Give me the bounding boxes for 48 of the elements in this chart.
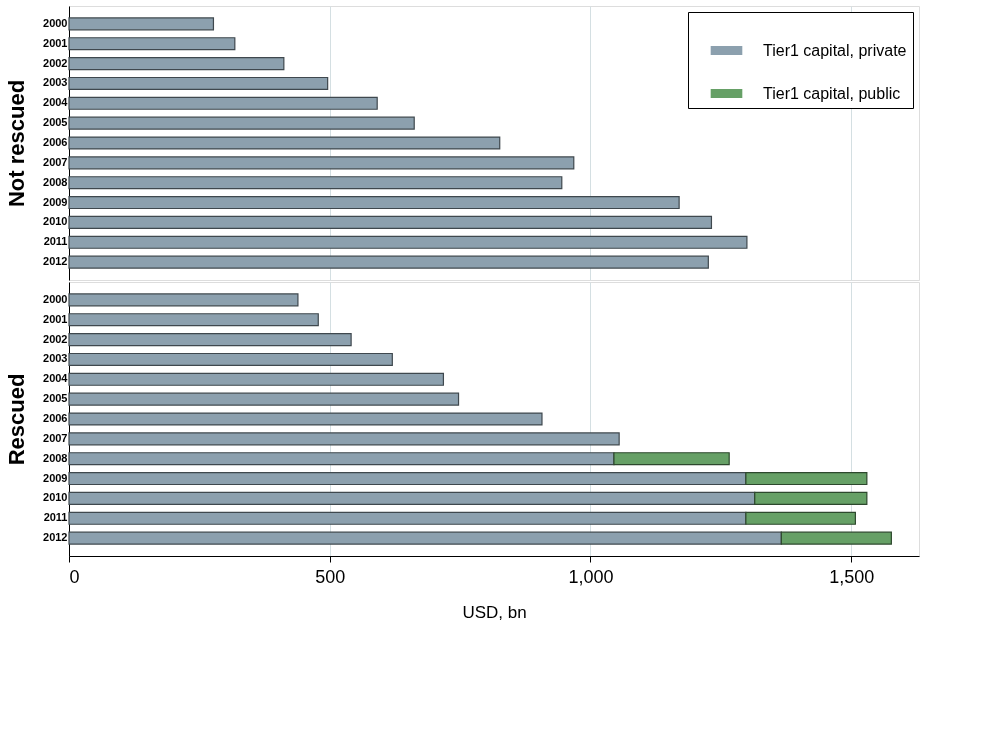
- y-axis-title: Rescued: [4, 373, 30, 466]
- y-tick-label: 2004: [43, 96, 69, 109]
- bar: [68, 96, 378, 110]
- x-tick-label: 500: [315, 566, 346, 587]
- bar: [68, 235, 748, 249]
- y-tick-label: 2011: [43, 235, 68, 248]
- y-tick-label: 2012: [43, 255, 68, 268]
- y-tick-label: 2003: [43, 352, 68, 365]
- y-tick-label: 2009: [43, 195, 68, 208]
- bar: [68, 196, 680, 210]
- y-tick-label: 2001: [43, 36, 68, 49]
- y-tick-label: 2007: [43, 155, 68, 168]
- bar: [68, 255, 709, 269]
- y-tick-label: 2006: [43, 136, 68, 148]
- bar: [68, 156, 575, 170]
- y-tick-label: 2002: [43, 332, 68, 345]
- y-tick-label: 2005: [43, 392, 68, 405]
- y-tick-label: 2010: [43, 215, 68, 228]
- y-tick-label: 2003: [43, 76, 68, 89]
- x-tick-label: 1,500: [829, 566, 875, 587]
- y-tick-label: 2000: [43, 292, 68, 305]
- y-tick-label: 2008: [43, 175, 68, 188]
- y-tick-label: 2009: [43, 471, 68, 484]
- y-tick-label: 2005: [43, 116, 68, 129]
- legend-label: Tier1 capital, public: [763, 84, 901, 102]
- bar: [68, 17, 215, 31]
- y-tick-label: 2004: [43, 372, 69, 385]
- bar: [68, 116, 415, 130]
- y-tick-label: 2010: [43, 491, 68, 504]
- y-tick-label: 2006: [43, 412, 68, 424]
- y-tick-label: 2002: [43, 56, 68, 69]
- legend-label: Tier1 capital, private: [763, 41, 907, 59]
- x-tick-label: 1,000: [568, 566, 614, 587]
- bar: [68, 215, 713, 229]
- bar: [68, 136, 501, 150]
- y-tick-label: 2012: [43, 531, 68, 544]
- bar: [68, 76, 329, 90]
- x-axis-title: USD, bn: [462, 602, 527, 622]
- bar: [68, 57, 285, 71]
- x-tick-label: 0: [69, 566, 80, 587]
- y-tick-label: 2001: [43, 312, 68, 325]
- y-tick-label: 2011: [43, 511, 68, 524]
- bar: [68, 37, 236, 51]
- y-tick-label: 2008: [43, 451, 68, 464]
- y-tick-label: 2000: [43, 16, 68, 29]
- bar: [68, 176, 563, 190]
- y-tick-label: 2007: [43, 431, 68, 444]
- y-axis-title: Not rescued: [4, 79, 30, 208]
